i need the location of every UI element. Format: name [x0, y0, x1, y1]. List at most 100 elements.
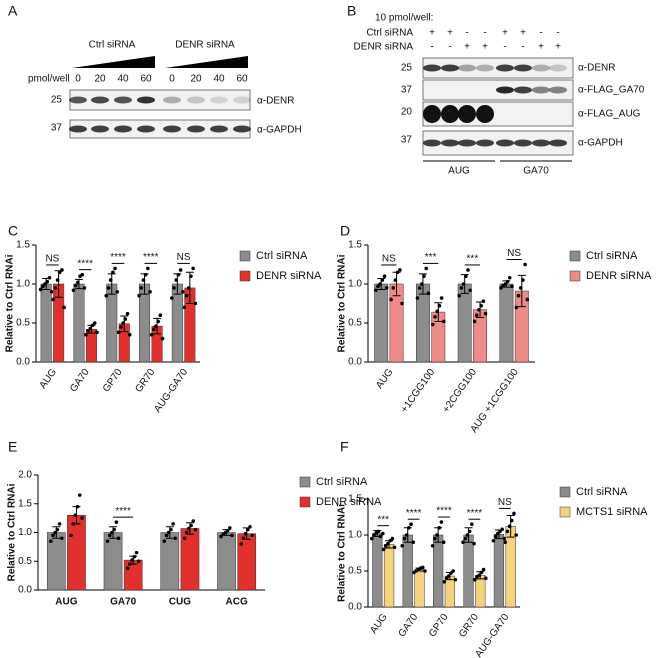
- data-point: [73, 513, 78, 518]
- significance-label: ***: [377, 514, 389, 525]
- data-point: [119, 325, 123, 329]
- data-point: [174, 278, 179, 282]
- data-point: [378, 534, 383, 539]
- data-point: [166, 530, 171, 535]
- sign: -: [465, 28, 468, 39]
- data-point: [505, 279, 510, 284]
- blot-band: [496, 86, 514, 94]
- data-point: [160, 336, 165, 341]
- x-tick-label: +1CGG100: [399, 367, 437, 415]
- data-point: [442, 319, 446, 324]
- data-point: [172, 286, 176, 290]
- sign: -: [448, 42, 451, 53]
- data-point: [193, 527, 198, 532]
- data-point: [143, 272, 148, 277]
- data-point: [388, 538, 392, 543]
- antibody: α-DENR: [578, 63, 615, 74]
- data-point: [51, 297, 55, 302]
- data-point: [523, 262, 527, 267]
- data-point: [57, 522, 62, 526]
- data-point: [127, 332, 132, 337]
- blot-band: [458, 105, 476, 123]
- data-point: [51, 533, 55, 538]
- data-point: [136, 559, 141, 564]
- blot-band: [549, 86, 567, 94]
- data-point: [407, 526, 411, 530]
- data-point: [48, 539, 53, 543]
- blot-band: [496, 139, 514, 147]
- panel-letter: A: [8, 3, 18, 19]
- data-point: [225, 528, 230, 533]
- y-tick-label: 0.5: [18, 556, 32, 567]
- data-point: [128, 562, 132, 566]
- y-axis-label: Relative to Ctrl RNAi: [337, 504, 348, 602]
- data-point: [80, 516, 84, 520]
- data-point: [137, 293, 141, 298]
- data-point: [505, 529, 510, 534]
- data-point: [507, 524, 512, 529]
- data-point: [431, 322, 435, 327]
- data-point: [481, 299, 486, 303]
- data-point: [472, 319, 477, 324]
- data-point: [125, 311, 130, 316]
- x-tick-label: CUG: [169, 597, 191, 608]
- amount: 40: [213, 74, 225, 85]
- y-tick-label: 1.0: [348, 279, 362, 290]
- data-point: [472, 577, 477, 582]
- blot-band: [137, 125, 155, 133]
- blot-band: [137, 96, 155, 104]
- group-label: Ctrl siRNA: [89, 40, 136, 51]
- data-point: [444, 576, 449, 580]
- data-point: [424, 266, 429, 271]
- data-point: [496, 531, 500, 536]
- x-tick-label: GP70: [427, 612, 451, 640]
- blot-band: [91, 96, 109, 104]
- data-point: [380, 278, 385, 282]
- data-point: [130, 558, 134, 562]
- data-point: [191, 519, 196, 523]
- y-tick-label: 0.5: [348, 318, 362, 329]
- significance-label: ****: [110, 252, 126, 263]
- row-label: Ctrl siRNA: [366, 28, 413, 39]
- data-point: [243, 531, 248, 536]
- bar: [73, 283, 85, 363]
- data-point: [73, 283, 78, 288]
- data-point: [514, 533, 518, 537]
- data-point: [400, 544, 405, 548]
- panel-letter: D: [340, 223, 350, 239]
- marker: 20: [401, 107, 413, 118]
- data-point: [525, 297, 530, 302]
- data-point: [439, 296, 444, 300]
- amount: 60: [140, 74, 152, 85]
- data-point: [451, 569, 455, 573]
- data-point: [246, 527, 250, 532]
- data-point: [88, 326, 93, 331]
- data-point: [415, 296, 420, 300]
- blot-band: [233, 96, 251, 104]
- data-point: [386, 541, 390, 546]
- amount: 0: [75, 74, 81, 85]
- data-point: [373, 288, 378, 293]
- blot-band: [163, 125, 181, 133]
- data-point: [158, 313, 163, 318]
- data-point: [113, 266, 117, 271]
- sign: +: [502, 28, 508, 39]
- data-point: [449, 571, 453, 575]
- data-point: [189, 274, 193, 279]
- data-point: [184, 530, 189, 535]
- x-tick-label: GR70: [457, 612, 481, 640]
- data-point: [437, 526, 442, 530]
- data-point: [384, 286, 389, 290]
- construct: AUG: [448, 166, 470, 177]
- data-point: [463, 536, 468, 541]
- blot-band: [233, 125, 251, 133]
- y-tick-label: 1.0: [18, 527, 32, 538]
- blot-band: [476, 64, 494, 72]
- y-tick-label: 0.0: [18, 585, 32, 596]
- bar: [444, 575, 455, 608]
- bar: [433, 534, 444, 608]
- data-point: [141, 278, 146, 282]
- y-axis-label: Relative to Ctrl RNAi: [7, 483, 18, 581]
- blot-band: [441, 139, 459, 147]
- data-point: [43, 282, 47, 286]
